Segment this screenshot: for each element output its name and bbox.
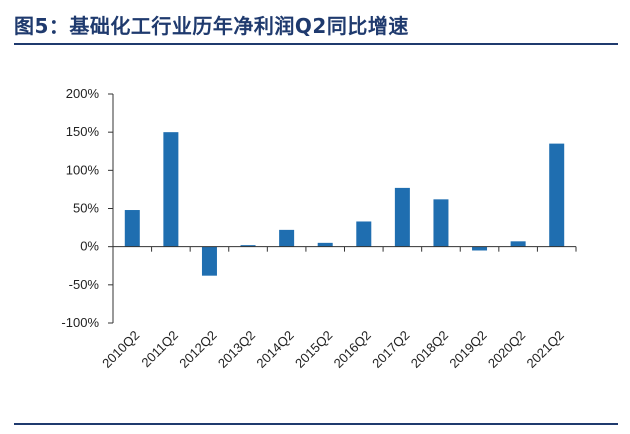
x-category-label: 2013Q2 <box>215 328 258 371</box>
x-category-label: 2010Q2 <box>99 328 142 371</box>
figure-title: 图5：基础化工行业历年净利润Q2同比增速 <box>14 14 409 38</box>
bar <box>124 210 140 247</box>
y-tick-label: 50% <box>73 201 99 216</box>
bar <box>433 199 449 247</box>
y-tick-label: 200% <box>66 86 100 101</box>
x-category-label: 2014Q2 <box>253 328 296 371</box>
bar <box>356 221 372 247</box>
bar <box>510 241 526 247</box>
y-tick-label: -100% <box>61 315 99 330</box>
x-category-label: 2011Q2 <box>138 328 181 371</box>
x-category-label: 2018Q2 <box>408 328 451 371</box>
bar <box>240 245 256 247</box>
x-category-label: 2019Q2 <box>446 328 489 371</box>
bar <box>201 246 217 276</box>
bar <box>317 242 333 247</box>
bar <box>394 187 410 247</box>
bar <box>163 132 179 247</box>
title-rule <box>14 43 618 45</box>
x-category-label: 2015Q2 <box>292 328 335 371</box>
x-category-label: 2012Q2 <box>176 328 219 371</box>
x-category-label: 2020Q2 <box>485 328 528 371</box>
bar <box>279 229 295 247</box>
x-category-label: 2021Q2 <box>524 328 567 371</box>
footer-rule <box>14 423 618 425</box>
y-tick-label: 150% <box>66 124 100 139</box>
y-tick-label: -50% <box>69 277 100 292</box>
bar <box>549 143 565 247</box>
y-tick-label: 0% <box>80 239 99 254</box>
x-category-label: 2016Q2 <box>331 328 374 371</box>
x-category-label: 2017Q2 <box>369 328 412 371</box>
bar <box>472 246 488 251</box>
y-tick-label: 100% <box>66 162 100 177</box>
